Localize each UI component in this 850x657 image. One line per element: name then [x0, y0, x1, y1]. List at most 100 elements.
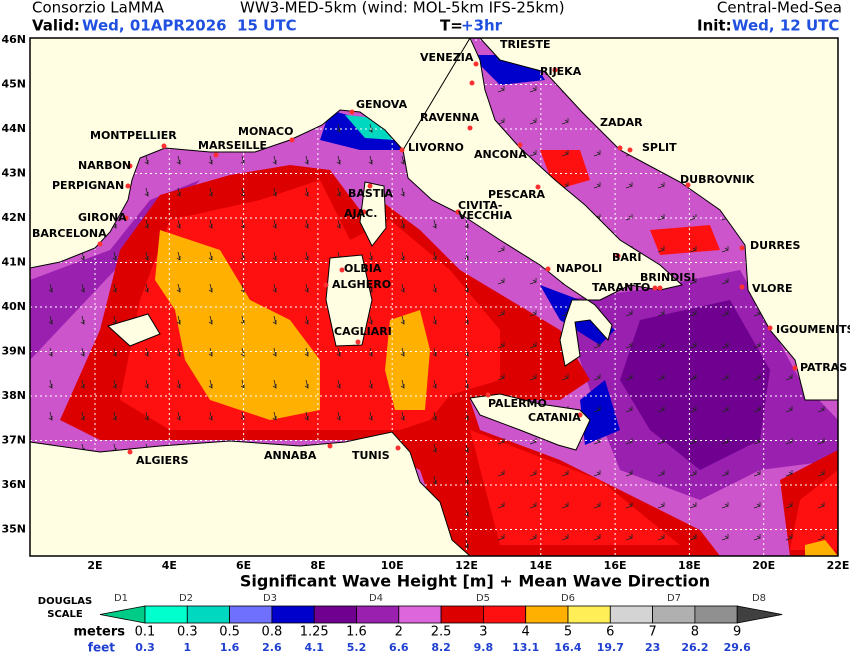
land-corsica	[359, 181, 387, 247]
sea-zone	[155, 230, 838, 556]
city-dot	[615, 253, 621, 259]
arrow	[208, 411, 213, 421]
arrow	[689, 246, 697, 253]
color-swatch	[144, 605, 188, 624]
feet-value: 13.1	[512, 641, 539, 654]
arrow	[529, 150, 537, 157]
land-balkans	[479, 38, 838, 401]
arrow	[785, 534, 793, 541]
arrow	[112, 283, 117, 293]
arrow	[400, 283, 405, 293]
city-dot	[657, 285, 663, 291]
city-dot	[327, 443, 333, 449]
lat-label: 42N	[1, 211, 26, 224]
city-label: ALGIERS	[136, 454, 189, 467]
city-dot	[361, 209, 367, 215]
bar-end	[99, 605, 146, 624]
arrow	[529, 534, 537, 541]
scale-title: SCALE	[47, 609, 83, 620]
city-dot	[552, 67, 558, 73]
sea-zone	[620, 300, 770, 470]
arrow	[272, 251, 277, 261]
arrow	[561, 374, 569, 381]
lon-label: 22E	[827, 559, 850, 572]
arrow	[593, 438, 601, 445]
arrow	[208, 187, 213, 197]
city-dot	[652, 285, 658, 291]
arrow	[689, 406, 697, 413]
feet-label: feet	[88, 641, 115, 655]
arrow	[48, 411, 53, 421]
meters-value: 7	[648, 625, 656, 640]
arrow	[657, 182, 665, 189]
city-dot	[213, 152, 219, 158]
arrow	[657, 246, 665, 253]
city-label: DUBROVNIK	[680, 173, 755, 186]
city-label: CAGLIARI	[334, 325, 392, 338]
arrow	[80, 315, 85, 325]
region: Central-Med-Sea	[717, 0, 842, 17]
arrow	[432, 379, 437, 389]
lat-label: 38N	[1, 389, 26, 402]
city-label: VLORE	[752, 282, 792, 295]
color-swatch	[694, 605, 738, 624]
lat-label: 45N	[1, 78, 26, 91]
bar-end	[736, 605, 783, 624]
org: Consorzio LaMMA	[32, 0, 165, 17]
arrow	[112, 379, 117, 389]
meters-value: 8	[691, 625, 699, 640]
arrow	[689, 502, 697, 509]
city-dot	[367, 183, 373, 189]
lat-label: 46N	[1, 33, 26, 46]
city-dot	[517, 142, 523, 148]
t: +3hr	[461, 17, 503, 35]
douglas-label: D1	[114, 593, 128, 604]
color-swatch	[652, 605, 696, 624]
caption: Significant Wave Height [m] + Mean Wave …	[240, 572, 710, 591]
arrow	[144, 187, 149, 197]
arrow	[432, 443, 437, 453]
arrow	[657, 342, 665, 349]
city-dot	[97, 241, 103, 247]
arrow	[529, 118, 537, 125]
arrow	[336, 347, 341, 357]
douglas-label: D5	[476, 593, 490, 604]
valid: Wed, 01APR2026 15 UTC	[82, 17, 297, 35]
city-dot	[123, 215, 129, 221]
meters-value: 0.1	[135, 625, 156, 640]
land-sardinia	[325, 254, 373, 347]
arrow	[721, 246, 729, 253]
arrow	[144, 219, 149, 229]
arrow	[272, 219, 277, 229]
arrow	[689, 374, 697, 381]
lon-label: 4E	[162, 559, 177, 572]
arrow	[817, 534, 825, 541]
arrow	[432, 411, 437, 421]
feet-value: 6.6	[389, 641, 409, 654]
feet-value: 1	[183, 641, 191, 654]
meters-value: 0.3	[177, 625, 198, 640]
city-dot	[545, 266, 551, 272]
city-dot	[339, 267, 345, 273]
douglas-label: D8	[752, 593, 766, 604]
arrow	[432, 475, 437, 485]
arrow	[80, 283, 85, 293]
city-label: ANCONA	[474, 148, 527, 161]
city-dot	[323, 282, 329, 288]
arrow	[593, 406, 601, 413]
scale-title: DOUGLAS	[38, 596, 92, 607]
arrow	[753, 502, 761, 509]
init-label: Init:	[697, 17, 732, 35]
arrow	[753, 342, 761, 349]
arrow	[208, 155, 213, 165]
arrow	[432, 283, 437, 293]
arrow	[400, 187, 405, 197]
arrow	[176, 155, 181, 165]
feet-value: 16.4	[554, 641, 581, 654]
arrow	[144, 283, 149, 293]
arrow	[785, 502, 793, 509]
city-dot	[349, 109, 355, 115]
arrow	[625, 182, 633, 189]
arrow	[657, 502, 665, 509]
arrow	[497, 278, 505, 285]
